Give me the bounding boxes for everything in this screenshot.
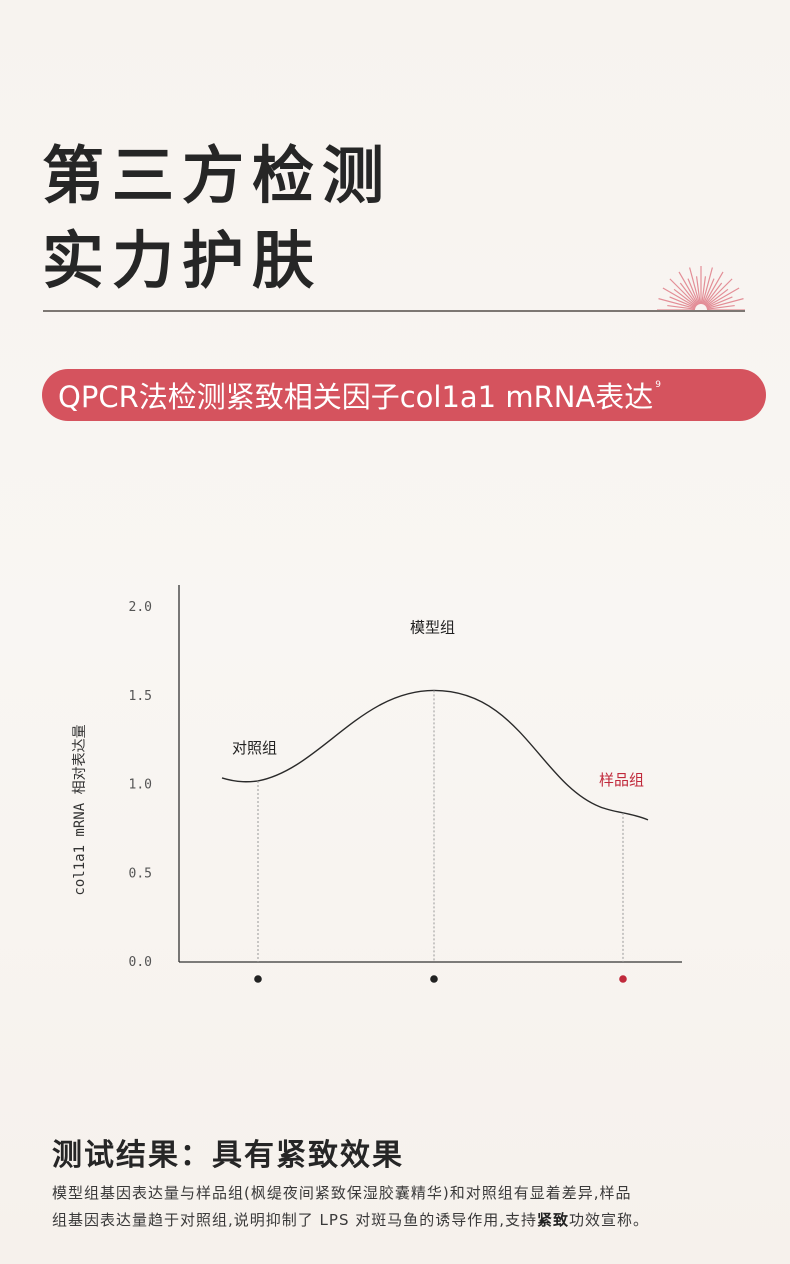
result-description-line-1: 模型组基因表达量与样品组(枫缇夜间紧致保湿胶囊精华)和对照组有显着差异,样品 — [52, 1184, 632, 1202]
sunburst-decoration-icon — [657, 266, 745, 311]
result-description: 模型组基因表达量与样品组(枫缇夜间紧致保湿胶囊精华)和对照组有显着差异,样品 组… — [52, 1180, 752, 1234]
group-marker-dot — [254, 975, 262, 983]
page-title-line-2: 实力护肤 — [42, 224, 323, 297]
group-marker-dot — [619, 975, 627, 983]
banner-reference-number: 9 — [655, 380, 662, 390]
banner-text: QPCR法检测紧致相关因子col1a1 mRNA表达 — [58, 380, 654, 414]
y-tick-label: 2.0 — [129, 600, 152, 615]
result-description-emphasis: 紧致 — [537, 1211, 570, 1229]
y-tick-label: 1.5 — [129, 689, 152, 704]
col1a1-expression-chart: col1a1 mRNA 相对表达量 0.0 0.5 1.0 1.5 2.0 对照组 模型组… — [72, 585, 682, 983]
point-label: 样品组 — [599, 771, 644, 789]
result-title: 测试结果：具有紧致效果 — [52, 1138, 404, 1173]
result-description-line-2b: 功效宣称。 — [569, 1211, 650, 1229]
point-label: 对照组 — [232, 739, 277, 757]
result-description-line-2: 组基因表达量趋于对照组,说明抑制了 LPS 对斑马鱼的诱导作用,支持紧致功效宣称… — [52, 1207, 752, 1234]
page-title-line-1: 第三方检测 — [42, 139, 393, 212]
y-axis-title: col1a1 mRNA 相对表达量 — [72, 724, 88, 895]
y-tick-label: 1.0 — [129, 778, 152, 793]
test-method-banner: QPCR法检测紧致相关因子col1a1 mRNA表达 9 — [42, 369, 766, 421]
trend-curve — [221, 689, 649, 821]
result-description-line-2a: 组基因表达量趋于对照组,说明抑制了 LPS 对斑马鱼的诱导作用,支持 — [52, 1211, 537, 1229]
y-tick-label: 0.0 — [129, 955, 152, 970]
title-divider — [43, 310, 745, 312]
point-label: 模型组 — [410, 618, 455, 636]
y-tick-label: 0.5 — [129, 866, 152, 881]
group-marker-dot — [430, 975, 438, 983]
